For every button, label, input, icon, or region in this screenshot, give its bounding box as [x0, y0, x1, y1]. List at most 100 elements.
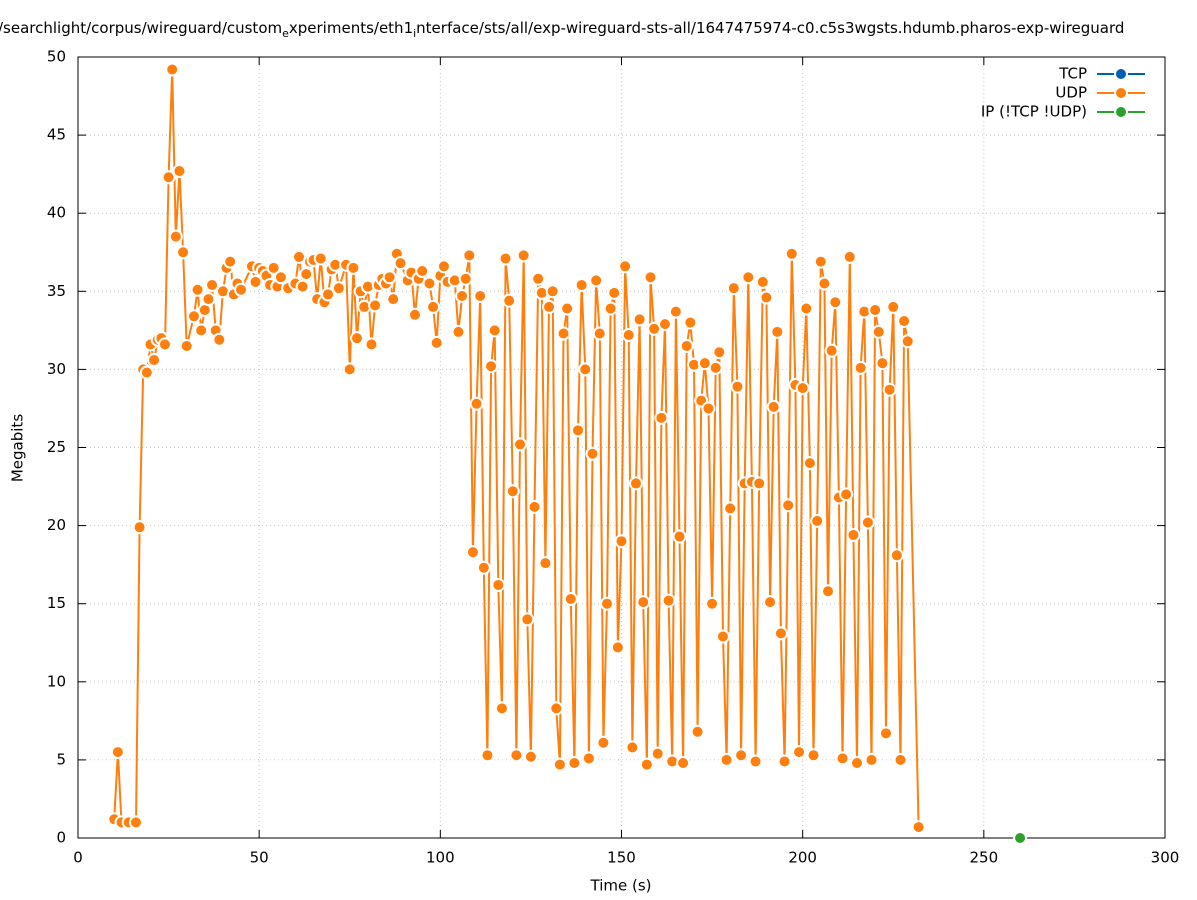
data-point [654, 410, 669, 425]
data-point [585, 446, 600, 461]
data-point [860, 515, 875, 530]
data-point [719, 752, 734, 767]
data-point [194, 323, 209, 338]
chart-title: /searchlight/corpus/wireguard/customexpe… [0, 19, 1124, 41]
data-point [770, 324, 785, 339]
y-tick-label: 5 [56, 750, 66, 768]
data-point [480, 748, 495, 763]
data-point [871, 324, 886, 339]
data-point [889, 548, 904, 563]
data-point [469, 396, 484, 411]
data-point [498, 251, 513, 266]
data-point [708, 360, 723, 375]
data-point [542, 299, 557, 314]
data-point [589, 273, 604, 288]
data-point [607, 285, 622, 300]
data-point [368, 298, 383, 313]
data-point [458, 271, 473, 286]
data-point [701, 401, 716, 416]
data-point [212, 332, 227, 347]
data-point [835, 751, 850, 766]
data-point [636, 595, 651, 610]
data-point [781, 498, 796, 513]
data-point [853, 360, 868, 375]
data-point [516, 248, 531, 263]
data-point [600, 596, 615, 611]
data-point [618, 259, 633, 274]
data-point [842, 249, 857, 264]
data-point [715, 629, 730, 644]
data-point [784, 246, 799, 261]
title-part: e [282, 27, 289, 40]
y-tick-label: 45 [47, 126, 66, 144]
data-point [110, 745, 125, 760]
data-point [676, 756, 691, 771]
data-point [331, 281, 346, 296]
data-point [610, 640, 625, 655]
data-point [157, 337, 172, 352]
data-point [426, 299, 441, 314]
data-point [839, 487, 854, 502]
data-point [795, 381, 810, 396]
data-point [886, 299, 901, 314]
data-point [897, 313, 912, 328]
data-point [846, 527, 861, 542]
data-point [487, 323, 502, 338]
data-point [592, 326, 607, 341]
data-point [509, 748, 524, 763]
data-point [603, 301, 618, 316]
data-point [850, 756, 865, 771]
data-point [730, 379, 745, 394]
data-point [625, 740, 640, 755]
data-point [538, 556, 553, 571]
data-point [806, 748, 821, 763]
data-point [567, 756, 582, 771]
data-point [828, 295, 843, 310]
data-point [552, 757, 567, 772]
data-point [186, 309, 201, 324]
data-point [690, 724, 705, 739]
data-point [802, 456, 817, 471]
data-point [429, 335, 444, 350]
data-point [596, 735, 611, 750]
data-point [523, 749, 538, 764]
data-point [407, 307, 422, 322]
data-point [632, 312, 647, 327]
data-point [313, 251, 328, 266]
data-point [342, 362, 357, 377]
data-point [223, 254, 238, 269]
data-point [364, 337, 379, 352]
data-point [455, 288, 470, 303]
y-tick-label: 0 [56, 829, 66, 847]
data-point [473, 288, 488, 303]
data-point [723, 501, 738, 516]
data-point [882, 382, 897, 397]
x-tick-label: 50 [250, 849, 269, 867]
data-point [810, 513, 825, 528]
data-point [734, 748, 749, 763]
data-point [549, 701, 564, 716]
x-tick-label: 0 [73, 849, 83, 867]
y-tick-label: 15 [47, 594, 66, 612]
data-point [299, 267, 314, 282]
data-point [179, 338, 194, 353]
data-point [900, 334, 915, 349]
data-point [234, 282, 249, 297]
data-point [436, 259, 451, 274]
data-point [657, 317, 672, 332]
data-point [205, 278, 220, 293]
data-point [491, 577, 506, 592]
data-point [295, 279, 310, 294]
data-point [563, 592, 578, 607]
data-point [545, 284, 560, 299]
title-part: /searchlight/corpus/wireguard/custom [0, 19, 282, 37]
data-point [422, 276, 437, 291]
data-point [494, 701, 509, 716]
legend-label: TCP [1058, 65, 1087, 83]
data-point [763, 595, 778, 610]
data-point [726, 281, 741, 296]
y-tick-label: 10 [47, 672, 66, 690]
y-tick-label: 50 [47, 48, 66, 66]
data-point [132, 520, 147, 535]
